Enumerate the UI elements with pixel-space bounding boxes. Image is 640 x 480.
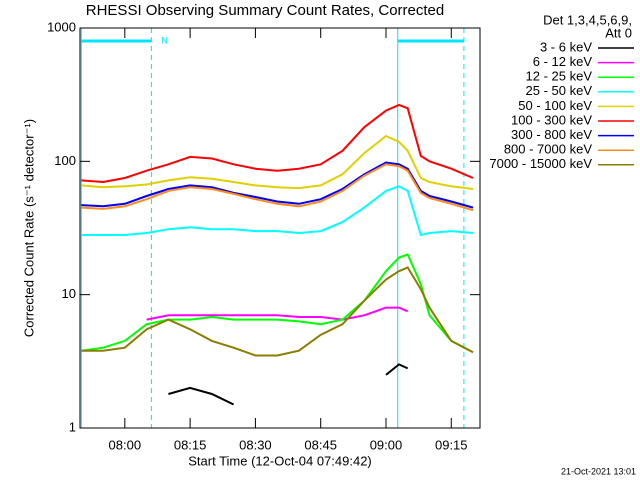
series-line — [81, 103, 474, 184]
legend-label: 100 - 300 keV — [511, 112, 592, 127]
series-line — [81, 266, 474, 357]
y-tick-label: 100 — [54, 153, 76, 168]
chart-title: RHESSI Observing Summary Count Rates, Co… — [86, 2, 444, 19]
legend-label: 12 - 25 keV — [526, 69, 593, 84]
x-axis-label: Start Time (12-Oct-04 07:49:42) — [188, 453, 372, 468]
series-line — [81, 161, 474, 209]
legend-label: 6 - 12 keV — [533, 54, 593, 69]
series-line — [146, 306, 409, 321]
legend-label: 300 - 800 keV — [511, 127, 592, 142]
series-line — [81, 163, 474, 212]
legend-label: 800 - 7000 keV — [504, 142, 593, 157]
x-tick-label: 08:00 — [109, 437, 142, 452]
y-tick-label: 1000 — [47, 19, 76, 34]
y-tick-label: 10 — [62, 286, 76, 301]
legend-title: Det 1,3,4,5,6,9, — [543, 12, 632, 27]
interval-label: N — [161, 35, 168, 45]
series-line — [81, 253, 474, 354]
series-line — [168, 363, 409, 406]
y-tick-label: 1 — [69, 419, 76, 434]
legend-label: 50 - 100 keV — [518, 98, 592, 113]
footer: 21-Oct-2021 13:01 — [561, 466, 636, 476]
x-tick-label: 09:00 — [370, 437, 403, 452]
legend-label: 25 - 50 keV — [526, 83, 593, 98]
x-tick-label: 09:15 — [435, 437, 468, 452]
legend-title: Att 0 — [605, 25, 632, 40]
legend-label: 3 - 6 keV — [540, 39, 592, 54]
plot-frame — [79, 27, 481, 429]
series-line — [81, 185, 474, 237]
legend-label: 7000 - 15000 keV — [489, 156, 592, 171]
series-line — [81, 134, 474, 190]
x-tick-label: 08:45 — [304, 437, 337, 452]
x-tick-label: 08:30 — [239, 437, 272, 452]
y-axis-label: Corrected Count Rate (s⁻¹ detector⁻¹) — [21, 119, 36, 337]
x-tick-label: 08:15 — [174, 437, 207, 452]
